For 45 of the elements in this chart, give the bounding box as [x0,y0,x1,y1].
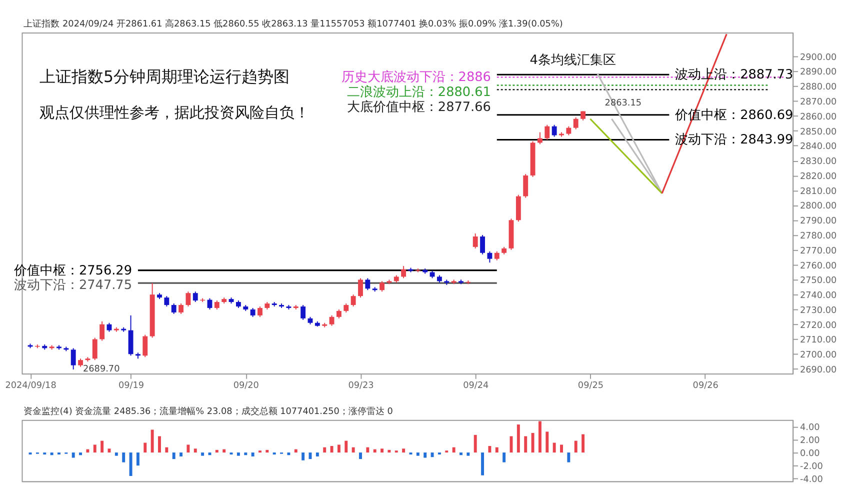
y-tick-label: 2850.00 [800,127,838,138]
text: 上证指数5分钟周期理论运行趋势图 [40,66,290,86]
y-tick-label: 2.00 [800,436,820,446]
y-tick-label: 2820.00 [800,172,838,182]
y-tick-label: 2790.00 [800,216,838,227]
text: 观点仅供理性参考，据此投资风险自负！ [40,104,310,122]
annotation: 2689.70 [83,364,120,374]
y-tick-label: 2840.00 [800,142,838,152]
series-label: 价值中枢：2756.29 [12,263,132,278]
y-tick-label: 2690.00 [800,365,838,376]
text: 上证指数 2024/09/24 开2861.61 高2863.15 低2860.55 收2863.13 量11557053 额1077401 换0.03% 振0.09% 涨1.39(0.05%) [24,18,563,30]
y-tick-label: 2900.00 [800,52,838,63]
y-tick-label: 4.00 [800,422,820,433]
y-tick-label: -2.00 [800,462,824,472]
y-tick-label: 2870.00 [800,97,838,108]
annotation: 4条均线汇集区 [530,53,616,68]
series-label: 历史大底波动下沿：2886 [341,70,491,86]
x-tick-label: 09/20 [233,380,260,391]
y-tick-label: 2780.00 [800,231,838,242]
x-tick-label: 09/23 [348,380,374,391]
y-tick-label: 2770.00 [800,246,838,256]
y-tick-label: 2710.00 [800,336,838,346]
y-tick-label: 2720.00 [800,320,838,331]
y-tick-label: 2890.00 [800,68,838,78]
x-tick-label: 09/26 [692,380,719,391]
y-tick-label: 2800.00 [800,202,838,212]
series-label: 二浪波动上沿：2880.61 [346,84,491,100]
y-tick-label: 2880.00 [800,82,838,93]
y-tick-label: 2750.00 [800,276,838,286]
y-tick-label: 2810.00 [800,186,838,197]
x-tick-label: 2024/09/18 [5,380,57,391]
y-tick-label: 2730.00 [800,306,838,316]
y-tick-label: 2760.00 [800,261,838,272]
y-tick-label: 2860.00 [800,112,838,122]
text: 资金监控(4) 资金流量 2485.36；流量增幅% 23.08；成交总额 1077401.250；涨停雷达 0 [24,406,394,417]
x-tick-label: 09/24 [463,380,489,391]
x-tick-label: 09/25 [578,380,604,391]
y-tick-label: 2740.00 [800,291,838,302]
y-tick-label: -4.00 [800,475,824,486]
x-tick-label: 09/19 [118,380,144,391]
y-tick-label: 2700.00 [800,350,838,361]
series-label: 大底价值中枢：2877.66 [346,100,491,115]
y-tick-label: 2830.00 [800,157,838,168]
y-tick-label: 0.00 [800,448,820,459]
annotation: 2863.15 [604,98,642,109]
